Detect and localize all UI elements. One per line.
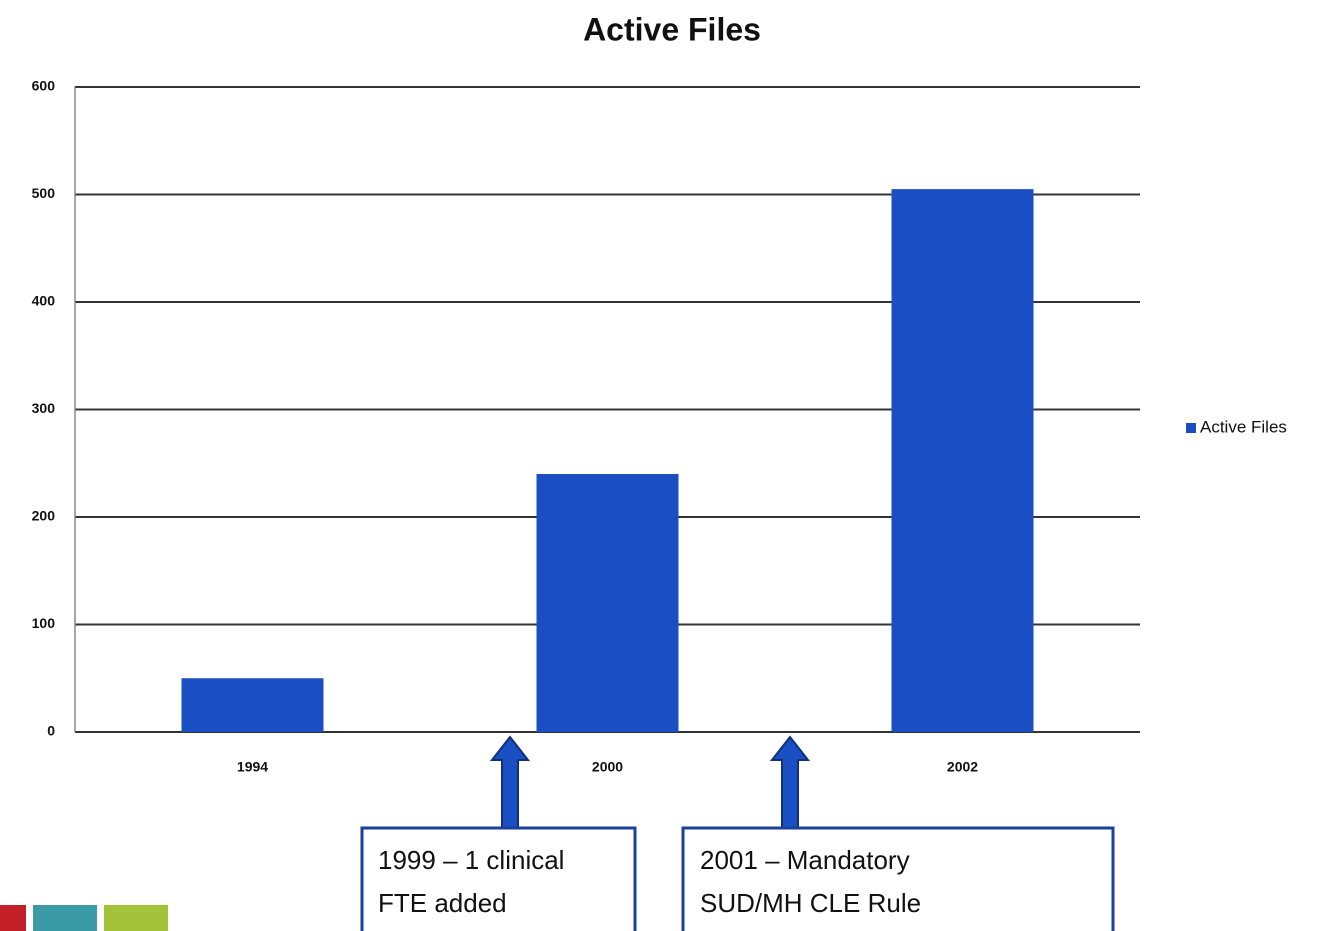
legend-swatch: [1186, 423, 1196, 433]
y-tick-label: 400: [32, 293, 56, 309]
y-tick-label: 500: [32, 185, 56, 201]
y-tick-label: 300: [32, 400, 56, 416]
legend-label: Active Files: [1200, 417, 1287, 436]
annotation-box: [360, 826, 637, 931]
decor: [0, 905, 26, 931]
y-tick-label: 100: [32, 615, 56, 631]
arrow: [769, 735, 811, 829]
x-tick-label: 2000: [592, 759, 623, 775]
x-tick-label: 1994: [237, 759, 268, 775]
bar: [891, 189, 1034, 732]
annotation-text: FTE added: [378, 888, 507, 918]
y-tick-label: 200: [32, 508, 56, 524]
decor: [104, 905, 168, 931]
y-tick-label: 0: [47, 723, 55, 739]
arrow: [489, 735, 531, 829]
bar: [181, 678, 324, 732]
annotation-box: [681, 826, 1115, 931]
x-tick-label: 2002: [947, 759, 978, 775]
annotation-text: SUD/MH CLE Rule: [700, 888, 921, 918]
annotation-text: 1999 – 1 clinical: [378, 845, 564, 875]
annotation-text: 2001 – Mandatory: [700, 845, 910, 875]
y-tick-label: 600: [32, 78, 56, 94]
bar: [536, 474, 679, 732]
chart-title: Active Files: [583, 11, 761, 47]
decor: [33, 905, 97, 931]
